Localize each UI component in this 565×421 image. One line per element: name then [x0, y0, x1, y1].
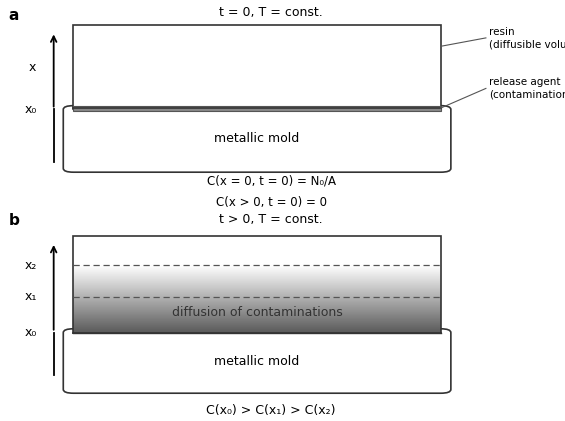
Text: t > 0, T = const.: t > 0, T = const.: [219, 213, 323, 226]
Text: metallic mold: metallic mold: [215, 354, 299, 368]
Text: x₀: x₀: [25, 103, 37, 116]
Bar: [73, 236, 441, 265]
Text: x₂: x₂: [25, 259, 37, 272]
Text: C(x > 0, t = 0) = 0: C(x > 0, t = 0) = 0: [216, 196, 327, 208]
FancyBboxPatch shape: [63, 106, 451, 172]
Text: C(x = 0, t = 0) = N₀/A: C(x = 0, t = 0) = N₀/A: [207, 175, 336, 187]
FancyBboxPatch shape: [63, 329, 451, 393]
Text: x₀: x₀: [25, 326, 37, 339]
Text: resin
(diffusible volume): resin (diffusible volume): [489, 27, 565, 49]
Text: b: b: [8, 213, 19, 228]
Text: x: x: [29, 61, 37, 74]
Text: diffusion of contaminations: diffusion of contaminations: [172, 306, 342, 319]
Bar: [73, 236, 441, 333]
Text: release agent
(contamination): release agent (contamination): [489, 77, 565, 100]
Text: metallic mold: metallic mold: [215, 133, 299, 145]
Bar: [73, 25, 441, 108]
Text: a: a: [8, 8, 19, 24]
Text: t = 0, T = const.: t = 0, T = const.: [219, 6, 323, 19]
Bar: [73, 106, 441, 111]
Text: x₁: x₁: [25, 290, 37, 303]
Text: C(x₀) > C(x₁) > C(x₂): C(x₀) > C(x₁) > C(x₂): [206, 404, 336, 417]
